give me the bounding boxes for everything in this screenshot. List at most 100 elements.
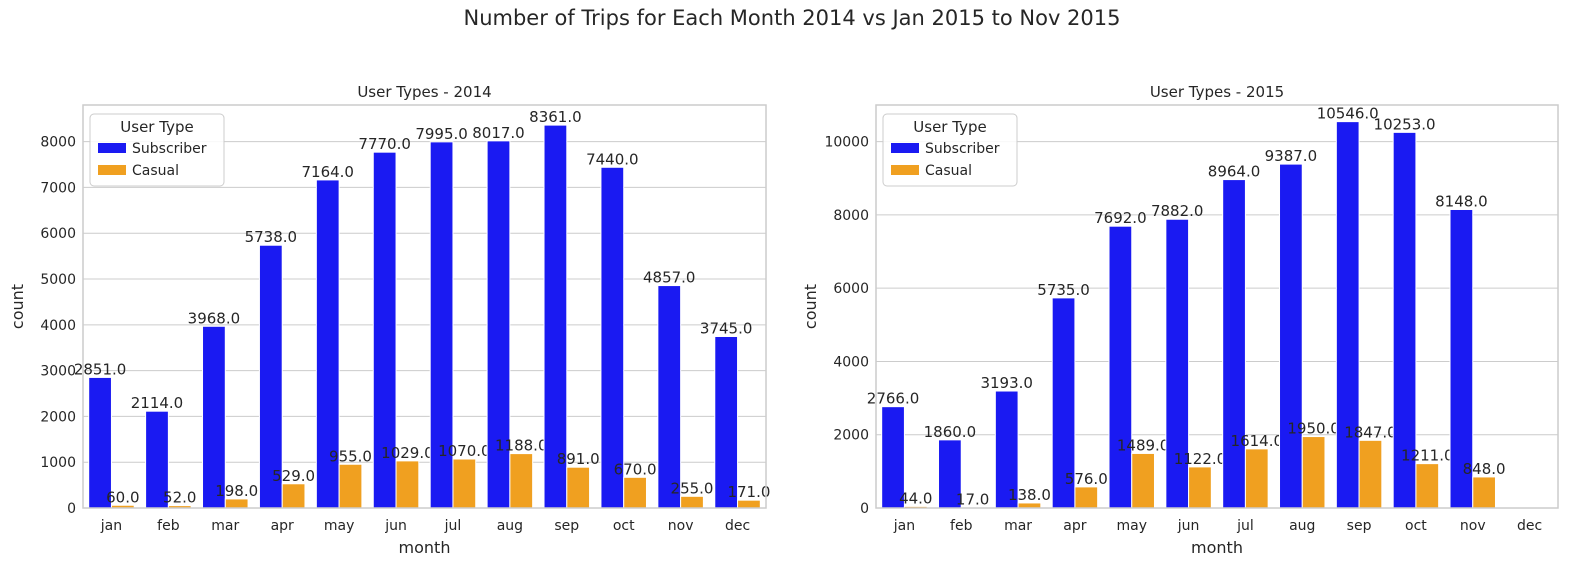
- data-label: 60.0: [106, 488, 139, 506]
- data-label: 7882.0: [1151, 202, 1204, 220]
- x-tick-label: feb: [950, 518, 973, 534]
- data-label: 1211.0: [1401, 447, 1454, 465]
- y-tick-label: 0: [67, 501, 76, 517]
- bar-casual-aug: [509, 453, 534, 509]
- y-tick-label: 5000: [40, 272, 76, 288]
- x-tick-label: dec: [725, 518, 750, 534]
- data-label: 7692.0: [1094, 209, 1147, 227]
- y-tick-label: 8000: [833, 208, 869, 224]
- chart-title: User Types - 2015: [1150, 83, 1284, 101]
- data-label: 1847.0: [1344, 423, 1397, 441]
- x-tick-label: may: [324, 518, 355, 534]
- data-label: 1070.0: [438, 442, 491, 460]
- y-axis-label: count: [8, 284, 27, 329]
- data-label: 8017.0: [472, 124, 525, 142]
- data-label: 3745.0: [700, 319, 753, 337]
- data-label: 2851.0: [74, 360, 127, 378]
- x-axis-label: month: [1191, 538, 1243, 557]
- data-label: 7995.0: [415, 125, 468, 143]
- x-tick-label: oct: [1405, 518, 1427, 534]
- x-tick-label: may: [1116, 518, 1147, 534]
- y-tick-label: 6000: [833, 281, 869, 297]
- x-tick-label: nov: [668, 518, 694, 534]
- bar-casual-jun: [395, 460, 420, 509]
- data-label: 3193.0: [980, 374, 1033, 392]
- data-label: 7164.0: [301, 163, 354, 181]
- y-tick-label: 4000: [40, 318, 76, 334]
- data-label: 891.0: [557, 450, 600, 468]
- bar-casual-dec: [737, 499, 761, 509]
- data-label: 2766.0: [867, 390, 920, 408]
- data-label: 52.0: [163, 489, 196, 507]
- y-tick-label: 3000: [40, 364, 76, 380]
- x-tick-label: mar: [1004, 518, 1032, 534]
- x-axis-label: month: [399, 538, 451, 557]
- legend-entry-casual: Casual: [132, 163, 179, 179]
- data-label: 10253.0: [1374, 115, 1436, 133]
- y-tick-label: 2000: [833, 428, 869, 444]
- legend-swatch-casual: [891, 165, 919, 175]
- data-label: 1122.0: [1174, 450, 1227, 468]
- data-label: 4857.0: [643, 269, 696, 287]
- data-label: 670.0: [614, 460, 657, 478]
- data-label: 3968.0: [188, 309, 241, 327]
- data-label: 8964.0: [1208, 163, 1261, 181]
- legend-swatch-subscriber: [891, 143, 919, 153]
- data-label: 44.0: [899, 489, 932, 507]
- legend-entry-casual: Casual: [925, 163, 972, 179]
- bar-casual-may: [1131, 452, 1155, 509]
- data-label: 576.0: [1065, 470, 1108, 488]
- bar-casual-jul: [1244, 448, 1269, 509]
- data-label: 17.0: [956, 490, 989, 508]
- bar-casual-sep: [1358, 439, 1383, 509]
- axes-frame: [82, 104, 767, 509]
- x-tick-label: aug: [1289, 518, 1315, 534]
- data-label: 2114.0: [131, 394, 184, 412]
- bar-casual-oct: [623, 476, 647, 509]
- x-tick-label: mar: [211, 518, 239, 534]
- x-tick-label: jun: [1177, 518, 1200, 534]
- legend-title: User Type: [913, 118, 986, 136]
- bar-subscriber-aug: [1279, 163, 1303, 509]
- data-label: 7770.0: [358, 135, 411, 153]
- bar-casual-nov: [1472, 476, 1496, 509]
- axes-frame: [875, 104, 1559, 509]
- x-tick-label: jul: [1236, 518, 1254, 534]
- y-axis-label: count: [801, 284, 820, 329]
- x-tick-label: oct: [613, 518, 635, 534]
- data-label: 138.0: [1008, 486, 1051, 504]
- data-label: 1188.0: [495, 437, 548, 455]
- bar-casual-nov: [680, 495, 704, 509]
- data-label: 5735.0: [1037, 281, 1090, 299]
- data-label: 7440.0: [586, 150, 639, 168]
- data-label: 848.0: [1463, 460, 1506, 478]
- x-tick-label: aug: [497, 518, 523, 534]
- bar-subscriber-sep: [1335, 121, 1360, 509]
- data-label: 8148.0: [1435, 192, 1488, 210]
- y-tick-label: 10000: [824, 135, 869, 151]
- y-tick-label: 2000: [40, 409, 76, 425]
- chart-title: User Types - 2014: [357, 83, 491, 101]
- data-label: 10546.0: [1317, 105, 1379, 123]
- bar-subscriber-may: [1108, 225, 1133, 509]
- data-label: 255.0: [671, 479, 714, 497]
- bar-subscriber-jul: [1222, 179, 1246, 509]
- bar-casual-jun: [1188, 466, 1212, 509]
- data-label: 8361.0: [529, 108, 582, 126]
- x-tick-label: sep: [554, 518, 579, 534]
- bar-casual-oct: [1415, 463, 1440, 509]
- x-tick-label: jun: [384, 518, 407, 534]
- data-label: 955.0: [329, 447, 372, 465]
- bar-casual-sep: [566, 466, 591, 509]
- y-tick-label: 8000: [40, 135, 76, 151]
- x-tick-label: dec: [1517, 518, 1542, 534]
- x-tick-label: jul: [444, 518, 462, 534]
- data-label: 198.0: [215, 482, 258, 500]
- data-label: 1489.0: [1117, 436, 1170, 454]
- bar-subscriber-nov: [657, 285, 682, 509]
- data-label: 1950.0: [1287, 420, 1340, 438]
- x-tick-label: jan: [100, 518, 122, 534]
- legend-swatch-casual: [98, 165, 126, 175]
- y-tick-label: 6000: [40, 226, 76, 242]
